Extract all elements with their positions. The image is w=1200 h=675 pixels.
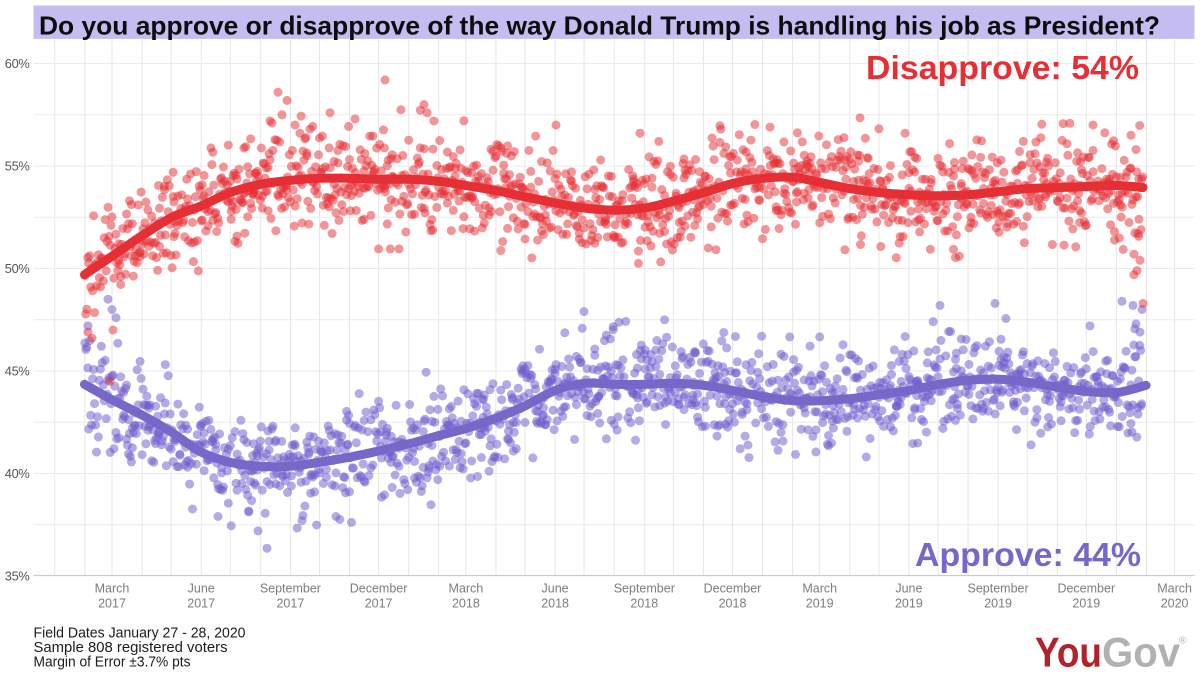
svg-text:Sample 808 registered voters: Sample 808 registered voters [34,640,228,656]
svg-text:Do you approve or disapprove o: Do you approve or disapprove of the way … [39,11,1160,41]
svg-text:Approve: 44%: Approve: 44% [915,536,1141,573]
svg-text:55%: 55% [5,159,30,174]
svg-text:40%: 40% [5,466,30,481]
svg-text:Gov: Gov [1102,629,1181,675]
svg-text:60%: 60% [5,56,30,71]
svg-text:45%: 45% [5,364,30,379]
svg-text:35%: 35% [5,569,30,584]
svg-text:®: ® [1179,636,1187,647]
svg-text:Margin of Error ±3.7% pts: Margin of Error ±3.7% pts [34,655,191,671]
svg-text:Disapprove: 54%: Disapprove: 54% [866,49,1139,86]
svg-text:50%: 50% [5,261,30,276]
svg-text:Field Dates January 27 - 28, 2: Field Dates January 27 - 28, 2020 [34,626,246,642]
svg-text:You: You [1035,629,1102,675]
